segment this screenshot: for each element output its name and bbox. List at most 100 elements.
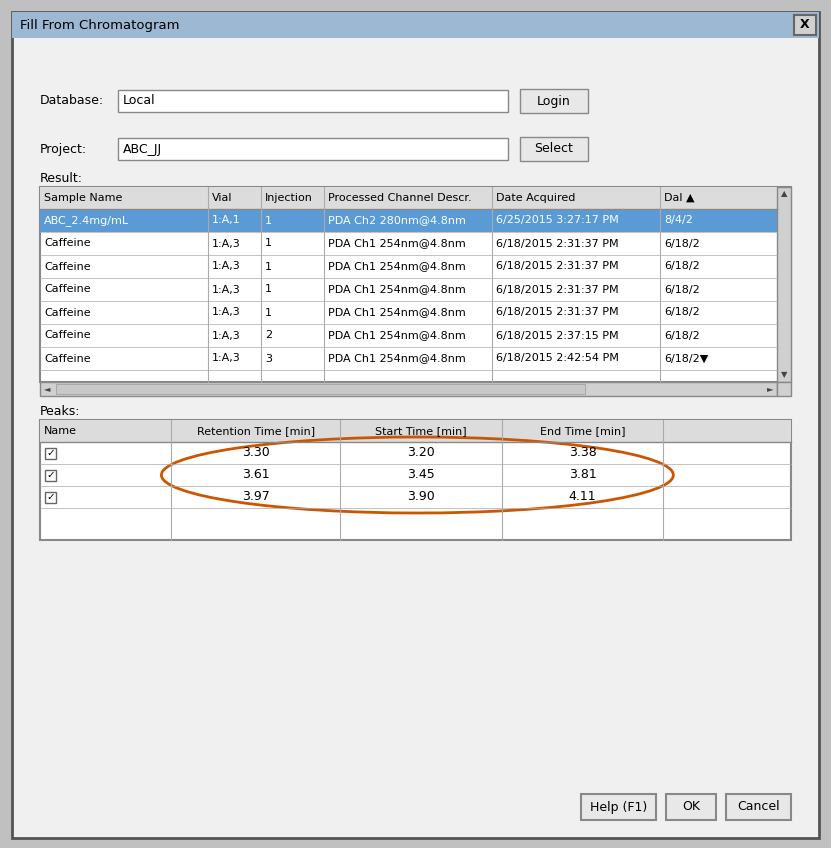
Bar bbox=[520, 89, 588, 113]
Text: 3.45: 3.45 bbox=[407, 468, 435, 482]
Text: Result:: Result: bbox=[40, 172, 83, 185]
Text: Peaks:: Peaks: bbox=[40, 405, 81, 418]
Text: 1: 1 bbox=[265, 238, 272, 248]
Text: 1:A,3: 1:A,3 bbox=[212, 261, 241, 271]
Bar bbox=[40, 382, 777, 396]
Text: 3.90: 3.90 bbox=[407, 490, 435, 504]
Text: 1: 1 bbox=[265, 215, 272, 226]
Text: Caffeine: Caffeine bbox=[44, 284, 91, 294]
Bar bbox=[40, 187, 777, 209]
Text: ✓: ✓ bbox=[47, 448, 55, 458]
Bar bbox=[40, 187, 791, 382]
Bar bbox=[777, 187, 791, 382]
Text: Sample Name: Sample Name bbox=[44, 193, 122, 203]
Text: 3.20: 3.20 bbox=[407, 447, 435, 460]
Text: ▼: ▼ bbox=[781, 371, 787, 380]
Text: Name: Name bbox=[44, 426, 77, 436]
Text: Injection: Injection bbox=[265, 193, 313, 203]
Text: ▲: ▲ bbox=[781, 189, 787, 198]
Bar bbox=[118, 138, 508, 160]
Text: 3: 3 bbox=[265, 354, 272, 364]
Text: ✓: ✓ bbox=[47, 470, 55, 480]
Text: Date Acquired: Date Acquired bbox=[496, 193, 575, 203]
Text: Caffeine: Caffeine bbox=[44, 354, 91, 364]
Bar bbox=[520, 137, 588, 161]
Text: Fill From Chromatogram: Fill From Chromatogram bbox=[20, 19, 179, 31]
Text: Vial: Vial bbox=[212, 193, 233, 203]
Text: 3.30: 3.30 bbox=[242, 447, 270, 460]
Text: 1:A,1: 1:A,1 bbox=[212, 215, 241, 226]
Text: Caffeine: Caffeine bbox=[44, 331, 91, 341]
Text: OK: OK bbox=[682, 801, 700, 813]
Text: PDA Ch2 280nm@4.8nm: PDA Ch2 280nm@4.8nm bbox=[327, 215, 465, 226]
Text: Start Time [min]: Start Time [min] bbox=[376, 426, 467, 436]
Text: 3.81: 3.81 bbox=[568, 468, 597, 482]
Text: PDA Ch1 254nm@4.8nm: PDA Ch1 254nm@4.8nm bbox=[327, 354, 465, 364]
Bar bbox=[794, 15, 816, 35]
Text: Caffeine: Caffeine bbox=[44, 261, 91, 271]
Text: 6/18/2: 6/18/2 bbox=[664, 238, 700, 248]
Text: 1: 1 bbox=[265, 261, 272, 271]
Bar bbox=[45, 470, 56, 481]
Text: 3.38: 3.38 bbox=[568, 447, 597, 460]
Text: ►: ► bbox=[767, 384, 774, 393]
Text: ABC_JJ: ABC_JJ bbox=[123, 142, 162, 155]
Text: 3.97: 3.97 bbox=[242, 490, 270, 504]
Text: 4.11: 4.11 bbox=[568, 490, 597, 504]
Text: 1: 1 bbox=[265, 284, 272, 294]
Bar bbox=[118, 90, 508, 112]
Text: Dal ▲: Dal ▲ bbox=[664, 193, 695, 203]
Text: 6/18/2015 2:31:37 PM: 6/18/2015 2:31:37 PM bbox=[496, 308, 618, 317]
Bar bbox=[40, 420, 791, 442]
Text: Caffeine: Caffeine bbox=[44, 308, 91, 317]
Bar bbox=[56, 384, 585, 394]
Text: 6/18/2015 2:42:54 PM: 6/18/2015 2:42:54 PM bbox=[496, 354, 618, 364]
Text: ✓: ✓ bbox=[47, 492, 55, 502]
Bar bbox=[666, 794, 716, 820]
Text: 6/18/2015 2:31:37 PM: 6/18/2015 2:31:37 PM bbox=[496, 238, 618, 248]
Bar bbox=[777, 382, 791, 396]
Text: PDA Ch1 254nm@4.8nm: PDA Ch1 254nm@4.8nm bbox=[327, 284, 465, 294]
Text: ◄: ◄ bbox=[44, 384, 50, 393]
Text: PDA Ch1 254nm@4.8nm: PDA Ch1 254nm@4.8nm bbox=[327, 331, 465, 341]
Text: X: X bbox=[800, 19, 810, 31]
Bar bbox=[581, 794, 656, 820]
Text: Select: Select bbox=[534, 142, 573, 155]
Bar bbox=[726, 794, 791, 820]
Text: Login: Login bbox=[537, 94, 571, 108]
Text: 3.61: 3.61 bbox=[242, 468, 270, 482]
Text: Database:: Database: bbox=[40, 94, 104, 108]
Bar bbox=[45, 448, 56, 459]
Text: 6/18/2▼: 6/18/2▼ bbox=[664, 354, 708, 364]
Bar bbox=[12, 12, 819, 38]
Text: 1:A,3: 1:A,3 bbox=[212, 238, 241, 248]
Text: End Time [min]: End Time [min] bbox=[540, 426, 626, 436]
Text: PDA Ch1 254nm@4.8nm: PDA Ch1 254nm@4.8nm bbox=[327, 261, 465, 271]
Text: 1:A,3: 1:A,3 bbox=[212, 331, 241, 341]
Text: Processed Channel Descr.: Processed Channel Descr. bbox=[327, 193, 471, 203]
Text: Local: Local bbox=[123, 94, 155, 108]
Text: Retention Time [min]: Retention Time [min] bbox=[197, 426, 315, 436]
Text: Cancel: Cancel bbox=[737, 801, 779, 813]
Text: Help (F1): Help (F1) bbox=[590, 801, 647, 813]
Text: 6/25/2015 3:27:17 PM: 6/25/2015 3:27:17 PM bbox=[496, 215, 618, 226]
Bar bbox=[40, 420, 791, 540]
Text: 6/18/2: 6/18/2 bbox=[664, 261, 700, 271]
Text: 6/18/2015 2:37:15 PM: 6/18/2015 2:37:15 PM bbox=[496, 331, 618, 341]
Bar bbox=[40, 209, 777, 232]
Text: 1: 1 bbox=[265, 308, 272, 317]
Text: ABC_2.4mg/mL: ABC_2.4mg/mL bbox=[44, 215, 129, 226]
Text: 1:A,3: 1:A,3 bbox=[212, 354, 241, 364]
Text: 8/4/2: 8/4/2 bbox=[664, 215, 693, 226]
Text: 6/18/2015 2:31:37 PM: 6/18/2015 2:31:37 PM bbox=[496, 284, 618, 294]
Text: 6/18/2: 6/18/2 bbox=[664, 284, 700, 294]
Text: Project:: Project: bbox=[40, 142, 87, 155]
Bar bbox=[45, 492, 56, 503]
Text: PDA Ch1 254nm@4.8nm: PDA Ch1 254nm@4.8nm bbox=[327, 238, 465, 248]
Text: PDA Ch1 254nm@4.8nm: PDA Ch1 254nm@4.8nm bbox=[327, 308, 465, 317]
Text: 1:A,3: 1:A,3 bbox=[212, 308, 241, 317]
Text: 6/18/2015 2:31:37 PM: 6/18/2015 2:31:37 PM bbox=[496, 261, 618, 271]
Text: 2: 2 bbox=[265, 331, 273, 341]
Text: Caffeine: Caffeine bbox=[44, 238, 91, 248]
Text: 6/18/2: 6/18/2 bbox=[664, 308, 700, 317]
